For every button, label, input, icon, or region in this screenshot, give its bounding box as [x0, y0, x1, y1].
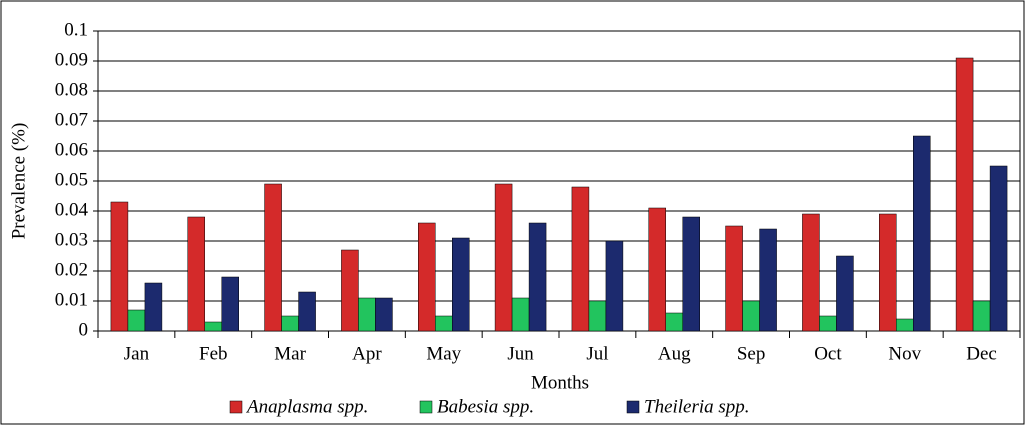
y-tick-label: 0.03: [55, 229, 88, 250]
bar: [494, 183, 513, 332]
bar: [144, 282, 163, 332]
bar: [605, 240, 624, 332]
bar: [187, 216, 205, 332]
bar: [571, 186, 590, 332]
bar: [418, 222, 436, 332]
bar: [802, 213, 820, 332]
bar: [665, 312, 683, 332]
x-tick-label: Mar: [274, 343, 306, 364]
bar: [725, 225, 743, 332]
bar: [452, 237, 470, 332]
bar: [742, 300, 760, 332]
x-tick-label: May: [426, 343, 461, 364]
y-tick-label: 0: [79, 319, 89, 340]
bar: [281, 315, 299, 332]
y-tick-label: 0.01: [55, 289, 88, 310]
bar: [588, 300, 607, 332]
x-tick-label: Jun: [507, 343, 534, 364]
x-tick-label: Oct: [814, 343, 842, 364]
x-tick-label: Sep: [737, 343, 766, 364]
legend-label: Babesia spp.: [437, 396, 534, 417]
y-tick-label: 0.1: [64, 19, 88, 40]
y-tick-label: 0.07: [55, 109, 88, 130]
y-tick-label: 0.05: [55, 169, 88, 190]
bar: [972, 300, 991, 332]
y-tick-label: 0.08: [55, 79, 88, 100]
x-tick-label: Dec: [966, 343, 997, 364]
x-tick-label: Feb: [199, 343, 228, 364]
x-tick-label: Nov: [888, 343, 921, 364]
legend-label: Anaplasma spp.: [245, 396, 368, 417]
x-tick-label: Jul: [586, 343, 608, 364]
bar: [528, 222, 547, 332]
bar: [955, 57, 974, 332]
bar: [127, 309, 146, 332]
bar: [511, 297, 530, 332]
legend-label: Theileria spp.: [644, 396, 750, 417]
y-tick-label: 0.02: [55, 259, 88, 280]
bar: [204, 321, 222, 332]
bar: [989, 165, 1008, 332]
bar: [896, 318, 914, 332]
legend-swatch: [419, 400, 433, 414]
bar: [648, 207, 666, 332]
x-tick-label: Aug: [658, 343, 691, 364]
bar: [221, 276, 239, 332]
bar: [298, 291, 316, 332]
y-axis-label: Prevalence (%): [8, 123, 29, 240]
legend-swatch: [229, 400, 243, 414]
bar: [435, 315, 453, 332]
y-tick-label: 0.09: [55, 49, 88, 70]
x-axis-label: Months: [531, 372, 589, 393]
bar: [682, 216, 700, 332]
bar: [264, 183, 282, 332]
bar: [110, 201, 129, 332]
bar: [759, 228, 777, 332]
legend-swatch: [626, 400, 640, 414]
y-tick-label: 0.04: [55, 199, 89, 220]
bar: [375, 297, 393, 332]
y-tick-label: 0.06: [55, 139, 88, 160]
bar: [836, 255, 854, 332]
bar: [913, 135, 931, 332]
bar: [879, 213, 897, 332]
bar: [819, 315, 837, 332]
x-tick-label: Apr: [352, 343, 382, 364]
bar: [358, 297, 376, 332]
x-tick-label: Jan: [124, 343, 150, 364]
bar: [341, 249, 359, 332]
